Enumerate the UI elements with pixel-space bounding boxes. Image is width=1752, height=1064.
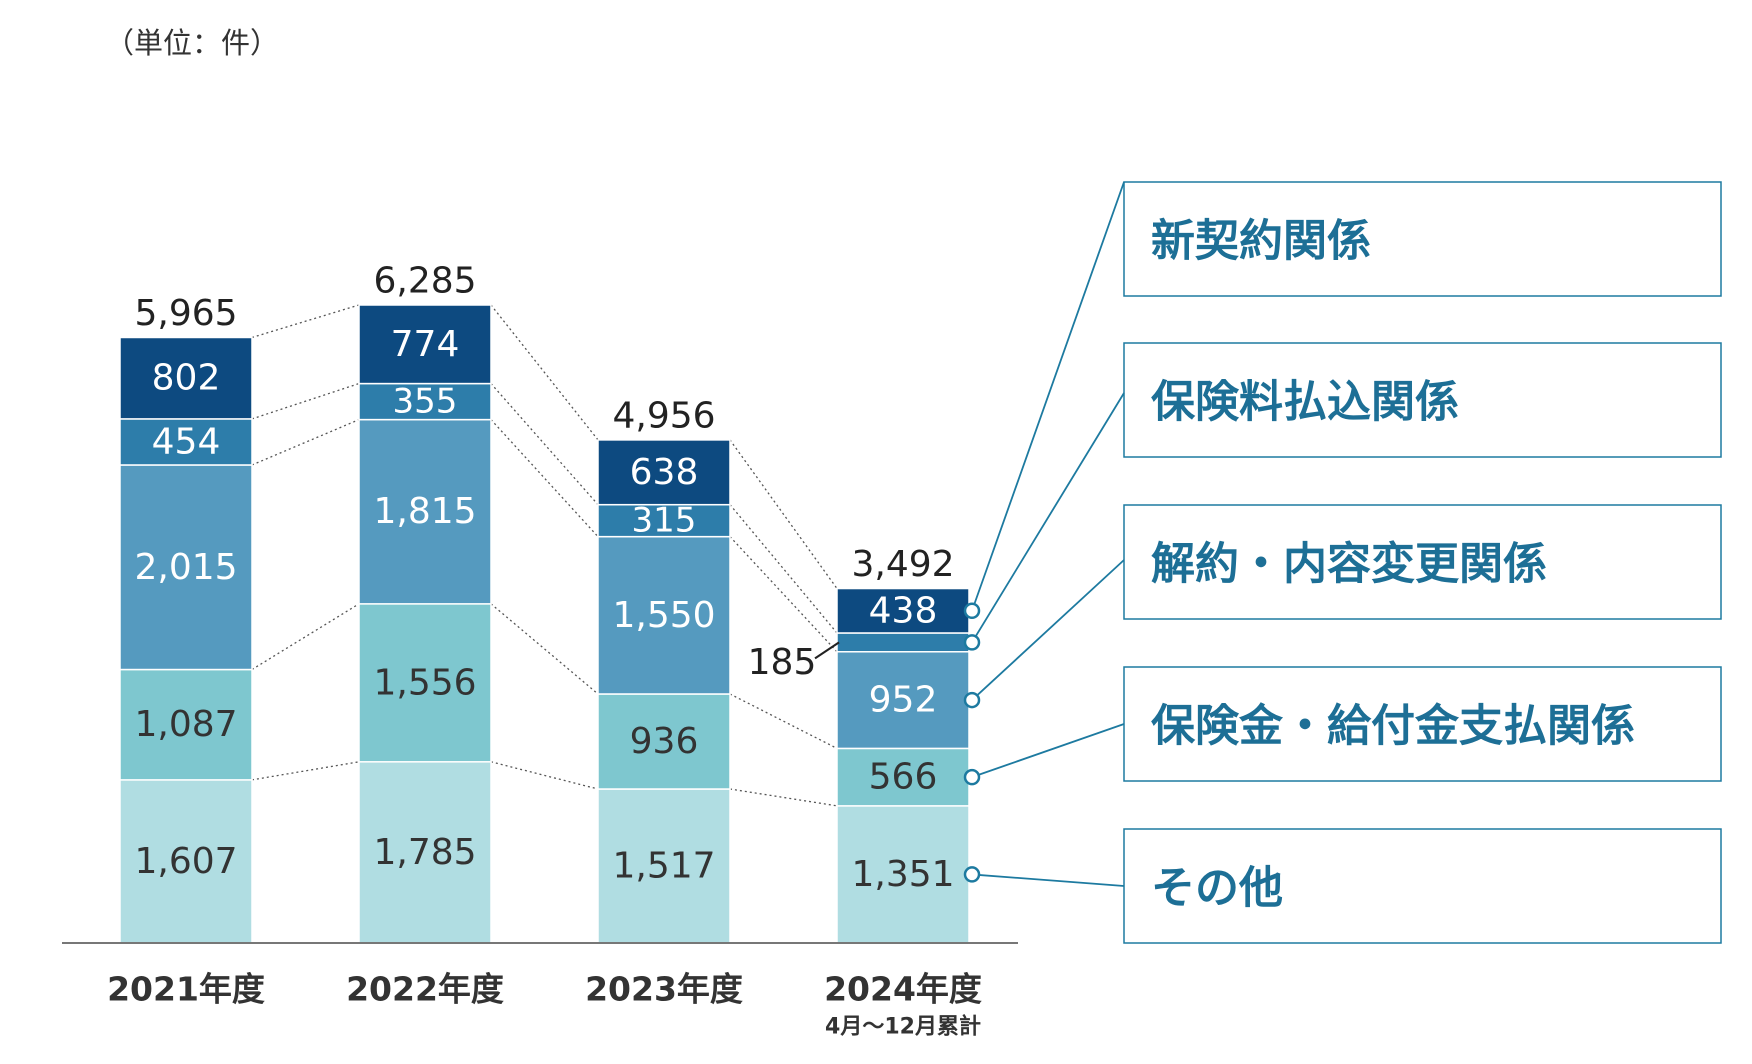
data-label: 1,785 [373,832,476,873]
connector-line [490,761,599,790]
bar-segment [597,693,731,790]
bar-segment [358,382,492,421]
legend-marker [963,602,981,620]
bar-segment [597,535,731,695]
connector-line [729,693,838,749]
bar-segment [119,779,253,944]
legend-box [1123,666,1722,782]
leader-line [814,641,840,660]
data-label: 1,550 [612,595,715,636]
bar-segment [119,336,253,420]
legend-box [1123,828,1722,944]
x-tick-note: 4月～12月累計 [825,1014,981,1040]
data-label: 638 [630,452,699,493]
x-tick-label: 2021年度 [107,970,265,1009]
x-tick-label: 2024年度 [824,970,982,1009]
legend-marker [963,634,981,651]
bar-segment [358,603,492,763]
bar-segment [119,418,253,466]
bar-segment [836,632,970,653]
legend-label: 解約・内容変更関係 [1151,539,1547,590]
connector-line [251,382,360,420]
data-label: 454 [152,421,221,462]
data-label: 1,556 [373,662,476,703]
total-label: 6,285 [373,261,476,302]
connector-line [251,761,360,781]
legend-label: 保険金・給付金支払関係 [1151,701,1635,752]
legend-label: その他 [1151,863,1283,914]
x-tick-label: 2023年度 [585,970,743,1009]
data-label: 315 [632,501,697,541]
legend-connector [971,559,1125,701]
bar-segment [358,304,492,385]
legend-box [1123,181,1722,297]
connector-line [729,439,838,589]
data-label: 1,517 [612,846,715,887]
data-label: 1,815 [373,491,476,532]
data-label: 802 [152,358,221,399]
legend-connector [971,392,1125,643]
legend-connector [971,181,1125,612]
data-label: 936 [630,721,699,762]
legend-box [1123,504,1722,620]
data-label: 952 [869,680,938,721]
legend-connector [971,873,1125,887]
data-label: 185 [748,642,817,683]
total-label: 5,965 [134,293,237,334]
connector-line [490,603,599,695]
connector-line [251,419,360,466]
data-label: 566 [869,757,938,798]
data-label: 1,607 [134,841,237,882]
data-label: 2,015 [134,547,237,588]
bar-segment [836,587,970,634]
bar-segment [836,747,970,807]
connector-line [729,788,838,807]
bar-segment [597,439,731,506]
legend-marker [963,768,981,786]
data-label: 774 [391,324,460,365]
total-label: 4,956 [612,395,715,436]
connector-line [490,383,599,506]
legend-marker [963,866,981,883]
connector-line [251,304,360,339]
connector-line [251,603,360,671]
bar-segment [836,805,970,944]
legend-label: 保険料払込関係 [1151,377,1459,428]
bar-segment [836,651,970,750]
unit-label: （単位：件） [105,26,280,60]
legend-marker [963,691,981,709]
data-label: 438 [869,590,938,631]
legend-label: 新契約関係 [1151,216,1371,267]
bar-segment [358,418,492,605]
data-label: 1,087 [134,704,237,745]
total-label: 3,492 [851,544,954,585]
connector-line [729,504,838,634]
connector-line [729,536,838,653]
legend-connector [971,723,1125,778]
bar-segment [119,464,253,671]
data-label: 355 [393,382,458,422]
connector-line [490,419,599,538]
x-tick-label: 2022年度 [346,970,504,1009]
legend-box [1123,342,1722,458]
connector-line [490,304,599,441]
data-label: 1,351 [851,854,954,895]
